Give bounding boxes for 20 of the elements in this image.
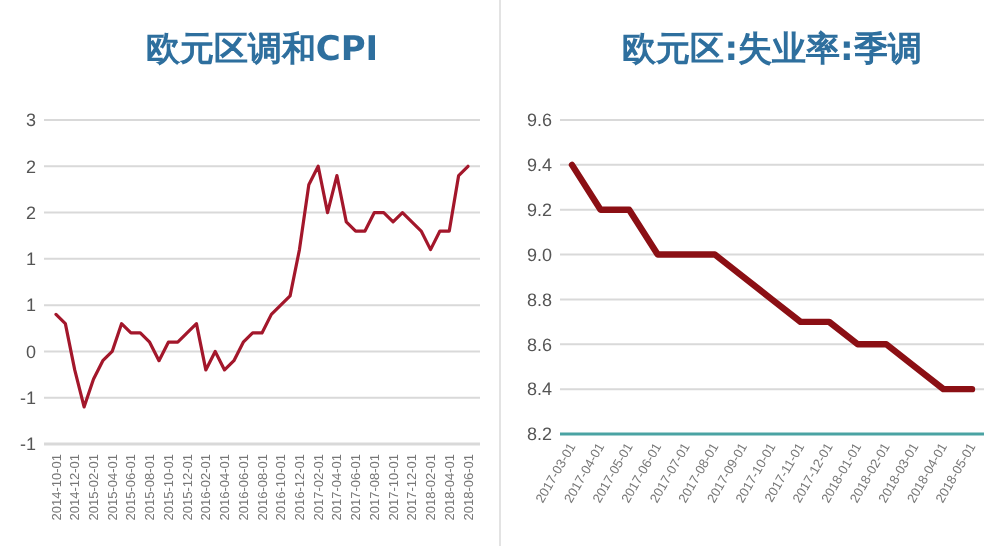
y-tick-label: -1 (19, 434, 36, 455)
y-tick-label: 1 (25, 295, 36, 316)
line-series (54, 164, 470, 409)
y-tick-label: 8.4 (526, 379, 552, 400)
y-tick-label: 0 (25, 341, 36, 362)
y-tick-label: 9.2 (526, 200, 552, 221)
y-tick-label: 2 (25, 156, 36, 177)
y-tick-label: 9.6 (526, 110, 552, 131)
y-tick-label: -1 (19, 388, 36, 409)
line-series (568, 161, 976, 393)
chart-title: 欧元区:失业率:季调 (622, 30, 922, 70)
y-tick-label: 9.0 (526, 244, 552, 265)
y-tick-label: 8.6 (526, 334, 552, 355)
y-tick-label: 8.2 (526, 424, 552, 445)
y-tick-label: 8.8 (526, 289, 552, 310)
y-tick-label: 2 (25, 202, 36, 223)
y-tick-label: 1 (25, 249, 36, 270)
chart-title: 欧元区调和CPI (145, 30, 379, 70)
y-tick-label: 3 (25, 110, 36, 131)
y-tick-label: 9.4 (526, 155, 552, 176)
